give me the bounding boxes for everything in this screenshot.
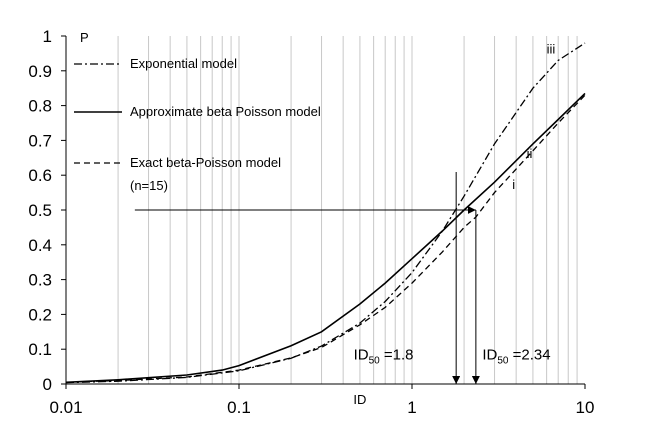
x-tick-label: 10 <box>576 398 595 417</box>
series-line-2 <box>65 92 586 384</box>
series-line-3 <box>65 94 586 383</box>
x-tick-label: 0.1 <box>227 398 251 417</box>
y-tick-label: 0.3 <box>28 271 52 290</box>
annotations: ID50 =1.8 ID50 =2.34 <box>134 172 551 384</box>
curve-label: i <box>512 177 515 192</box>
legend-label: Exponential model <box>130 56 237 71</box>
y-tick-label: 0.8 <box>28 97 52 116</box>
legend-note: (n=15) <box>130 178 168 193</box>
y-tick-label: 0 <box>43 375 52 394</box>
series-line-1 <box>65 42 586 384</box>
curve-label: ii <box>527 146 533 161</box>
x-tick-label: 1 <box>407 398 416 417</box>
y-tick-label: 0.9 <box>28 62 52 81</box>
y-tick-label: 0.6 <box>28 166 52 185</box>
axes: 0 0.1 0.2 0.3 0.4 0.5 0.6 0.7 0.8 0.9 1 0.01 0.1 1 10 I… <box>28 27 594 417</box>
legend: Exponential model Approximate beta Poisso… <box>74 56 321 193</box>
y-tick-label: 0.1 <box>28 340 52 359</box>
legend-label: Approximate beta Poisson model <box>130 104 321 119</box>
legend-label: Exact beta-Poisson model <box>130 155 281 170</box>
y-tick-label: 0.2 <box>28 305 52 324</box>
y-tick-label: 0.5 <box>28 201 52 220</box>
x-tick-label: 0.01 <box>49 398 82 417</box>
y-tick-label: 1 <box>43 27 52 46</box>
id50-label: ID50 =1.8 <box>354 347 414 367</box>
curve-label: iii <box>547 41 556 56</box>
y-axis-title: P <box>80 30 89 45</box>
y-tick-label: 0.4 <box>28 236 52 255</box>
id50-label: ID50 =2.34 <box>482 347 550 367</box>
x-axis-title: ID <box>353 392 366 407</box>
y-tick-label: 0.7 <box>28 131 52 150</box>
